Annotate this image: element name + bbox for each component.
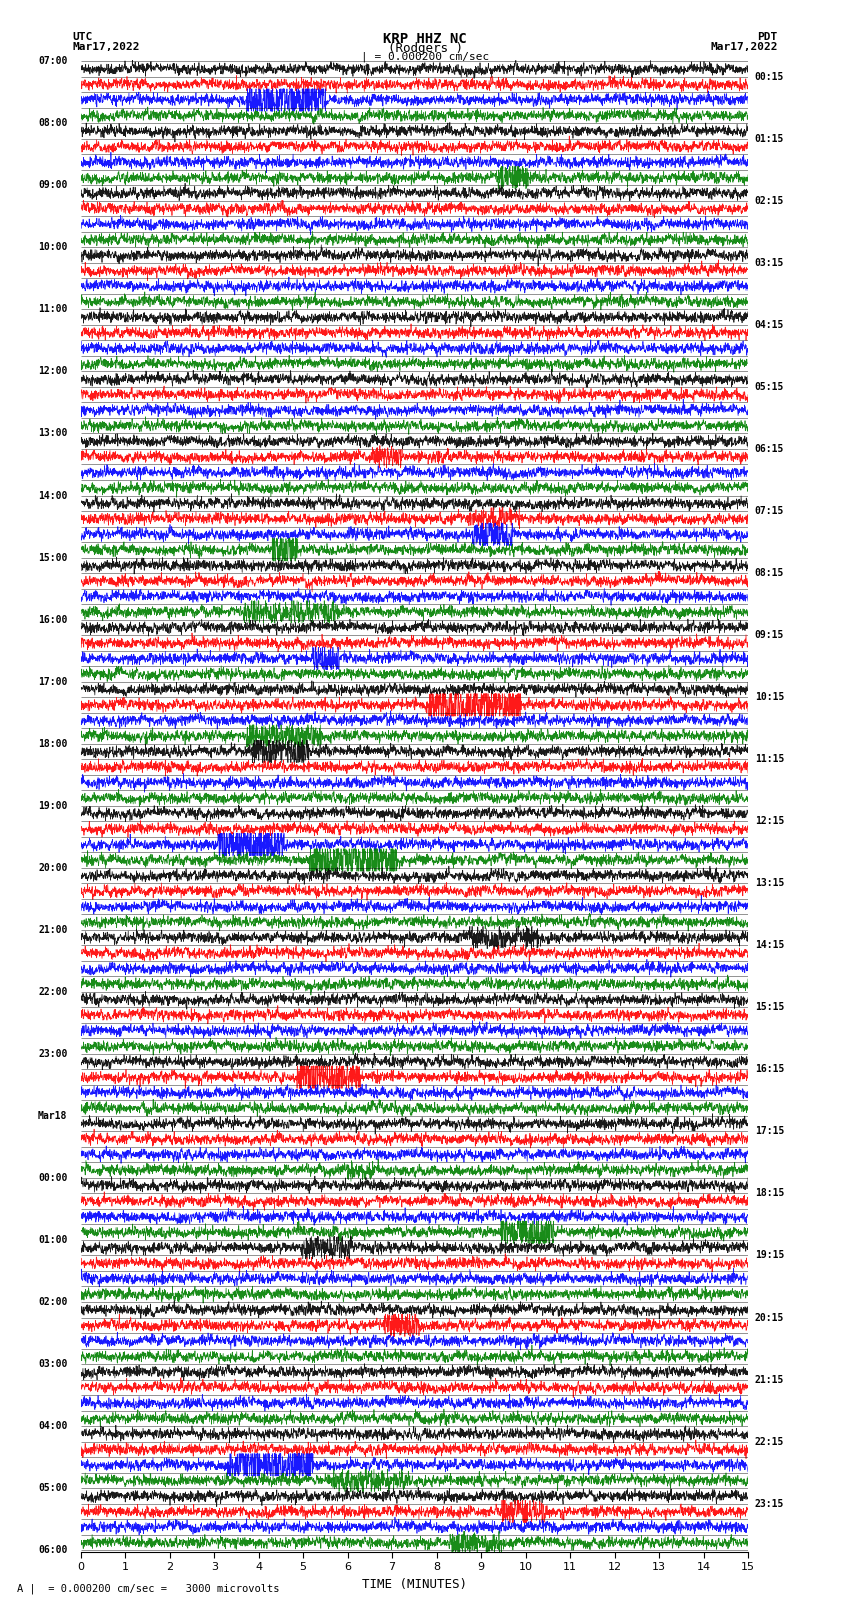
Text: 16:00: 16:00 <box>38 615 67 624</box>
Text: 10:15: 10:15 <box>755 692 784 702</box>
Text: 15:00: 15:00 <box>38 553 67 563</box>
Text: 17:15: 17:15 <box>755 1126 784 1137</box>
Text: 06:00: 06:00 <box>38 1545 67 1555</box>
Text: 09:00: 09:00 <box>38 181 67 190</box>
Text: 20:15: 20:15 <box>755 1313 784 1323</box>
Text: 21:15: 21:15 <box>755 1374 784 1384</box>
Text: Mar17,2022: Mar17,2022 <box>711 42 778 52</box>
Text: 11:00: 11:00 <box>38 305 67 315</box>
Text: 10:00: 10:00 <box>38 242 67 252</box>
Text: 19:00: 19:00 <box>38 800 67 811</box>
Text: 07:00: 07:00 <box>38 56 67 66</box>
Text: PDT: PDT <box>757 32 778 42</box>
Text: Mar17,2022: Mar17,2022 <box>72 42 139 52</box>
Text: (Rodgers ): (Rodgers ) <box>388 42 462 55</box>
Text: 18:15: 18:15 <box>755 1189 784 1198</box>
Text: 01:15: 01:15 <box>755 134 784 144</box>
X-axis label: TIME (MINUTES): TIME (MINUTES) <box>362 1578 467 1590</box>
Text: 00:15: 00:15 <box>755 71 784 82</box>
Text: 23:15: 23:15 <box>755 1498 784 1508</box>
Text: 17:00: 17:00 <box>38 676 67 687</box>
Text: 09:15: 09:15 <box>755 631 784 640</box>
Text: 18:00: 18:00 <box>38 739 67 748</box>
Text: Mar18: Mar18 <box>38 1111 67 1121</box>
Text: 20:00: 20:00 <box>38 863 67 873</box>
Text: 22:15: 22:15 <box>755 1437 784 1447</box>
Text: 19:15: 19:15 <box>755 1250 784 1260</box>
Text: 08:15: 08:15 <box>755 568 784 577</box>
Text: 12:00: 12:00 <box>38 366 67 376</box>
Text: 15:15: 15:15 <box>755 1002 784 1013</box>
Text: 02:00: 02:00 <box>38 1297 67 1307</box>
Text: 14:00: 14:00 <box>38 490 67 500</box>
Text: 22:00: 22:00 <box>38 987 67 997</box>
Text: 07:15: 07:15 <box>755 506 784 516</box>
Text: 03:15: 03:15 <box>755 258 784 268</box>
Text: 04:00: 04:00 <box>38 1421 67 1431</box>
Text: 13:15: 13:15 <box>755 877 784 889</box>
Text: A |  = 0.000200 cm/sec =   3000 microvolts: A | = 0.000200 cm/sec = 3000 microvolts <box>17 1582 280 1594</box>
Text: 01:00: 01:00 <box>38 1236 67 1245</box>
Text: 16:15: 16:15 <box>755 1065 784 1074</box>
Text: 11:15: 11:15 <box>755 755 784 765</box>
Text: KRP HHZ NC: KRP HHZ NC <box>383 32 467 47</box>
Text: 05:15: 05:15 <box>755 382 784 392</box>
Text: 13:00: 13:00 <box>38 429 67 439</box>
Text: 03:00: 03:00 <box>38 1360 67 1369</box>
Text: | = 0.000200 cm/sec: | = 0.000200 cm/sec <box>361 52 489 63</box>
Text: 08:00: 08:00 <box>38 118 67 129</box>
Text: 23:00: 23:00 <box>38 1048 67 1058</box>
Text: 12:15: 12:15 <box>755 816 784 826</box>
Text: 00:00: 00:00 <box>38 1173 67 1182</box>
Text: 14:15: 14:15 <box>755 940 784 950</box>
Text: 21:00: 21:00 <box>38 924 67 936</box>
Text: 02:15: 02:15 <box>755 195 784 206</box>
Text: 05:00: 05:00 <box>38 1482 67 1494</box>
Text: 06:15: 06:15 <box>755 444 784 453</box>
Text: 04:15: 04:15 <box>755 319 784 331</box>
Text: UTC: UTC <box>72 32 93 42</box>
